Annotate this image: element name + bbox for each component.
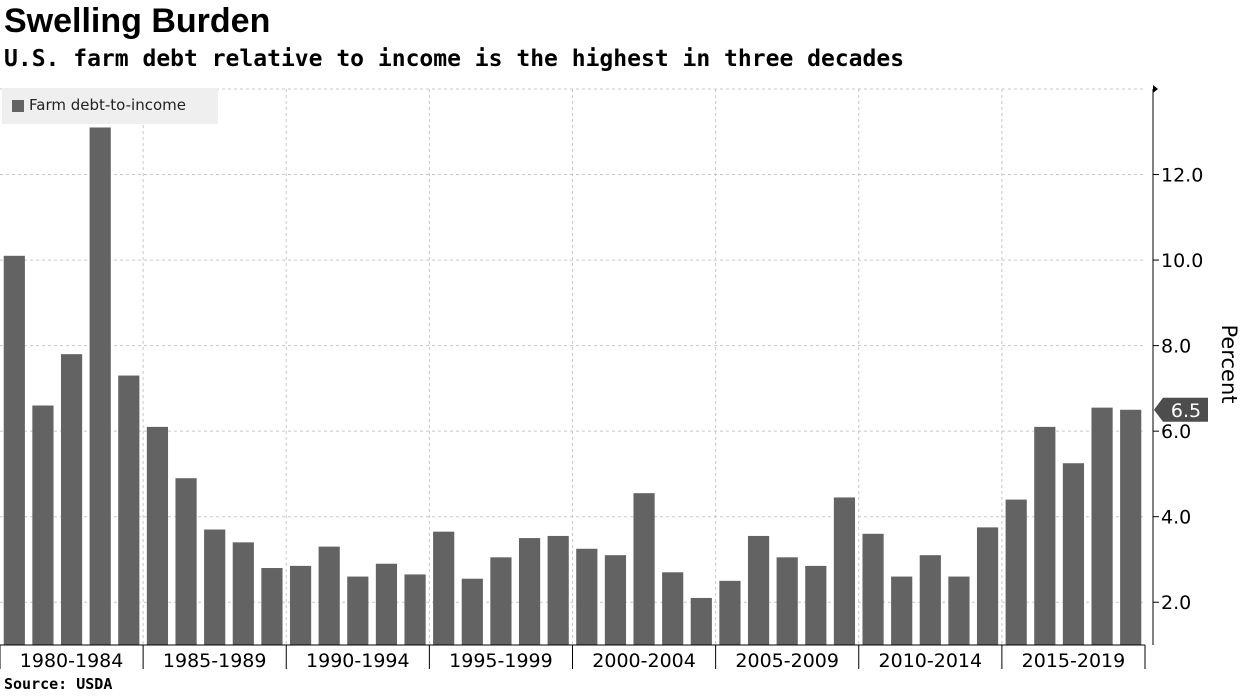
chart-subtitle: U.S. farm debt relative to income is the… <box>4 46 905 72</box>
bar <box>633 493 655 645</box>
legend-swatch <box>12 100 24 112</box>
chart-title: Swelling Burden <box>4 2 271 40</box>
bar <box>175 478 197 645</box>
source-note: Source: USDA <box>4 675 113 693</box>
y-tick-label: 12.0 <box>1161 165 1203 187</box>
x-tick-label: 2000-2004 <box>592 650 696 672</box>
bar <box>1091 407 1113 645</box>
y-tick-label: 10.0 <box>1161 250 1203 272</box>
bar <box>518 538 541 645</box>
y-tick-label: 2.0 <box>1161 592 1191 614</box>
x-tick-label: 2005-2009 <box>735 650 839 672</box>
bar <box>347 576 369 645</box>
legend: Farm debt-to-income <box>2 88 218 124</box>
y-tick-label: 4.0 <box>1161 507 1191 529</box>
y-axis-arrow <box>1153 85 1158 93</box>
bar <box>404 574 426 645</box>
bar <box>146 426 169 645</box>
x-tick-label: 2010-2014 <box>879 650 983 672</box>
bar <box>1034 426 1056 645</box>
bar <box>891 576 913 645</box>
legend-label: Farm debt-to-income <box>29 96 186 114</box>
bar <box>976 527 999 645</box>
bar <box>862 533 884 645</box>
bar <box>32 405 54 645</box>
bar <box>433 531 455 645</box>
x-tick-label: 1980-1984 <box>20 650 124 672</box>
x-tick-label: 2015-2019 <box>1022 650 1126 672</box>
bar <box>204 529 226 645</box>
bar <box>60 354 83 645</box>
bar <box>833 497 856 645</box>
bar <box>776 557 798 645</box>
bar <box>289 565 312 645</box>
bar <box>1062 463 1085 645</box>
bar <box>461 578 483 645</box>
bar <box>747 535 770 645</box>
last-value-tag <box>1154 397 1208 422</box>
bar <box>232 542 254 645</box>
bar <box>805 565 827 645</box>
bar <box>89 127 111 645</box>
bar <box>1005 499 1027 645</box>
bar <box>662 572 684 645</box>
last-value-label: 6.5 <box>1171 400 1201 422</box>
bar <box>3 255 25 646</box>
y-tick-label: 8.0 <box>1161 336 1191 358</box>
bar <box>318 546 340 645</box>
bar <box>604 555 627 645</box>
bar <box>261 568 283 645</box>
bar <box>948 576 970 645</box>
bar <box>576 548 598 645</box>
x-tick-label: 1995-1999 <box>449 650 553 672</box>
x-tick-label: 1985-1989 <box>163 650 267 672</box>
bar <box>1120 409 1142 645</box>
bar <box>690 597 712 645</box>
bar <box>547 535 569 645</box>
bar <box>490 557 512 645</box>
bar <box>375 563 398 645</box>
x-tick-label: 1990-1994 <box>306 650 410 672</box>
bar <box>919 555 941 645</box>
bar <box>719 580 741 645</box>
y-axis-label: Percent <box>1217 324 1240 404</box>
y-tick-label: 6.0 <box>1161 421 1191 443</box>
bar <box>118 375 140 645</box>
